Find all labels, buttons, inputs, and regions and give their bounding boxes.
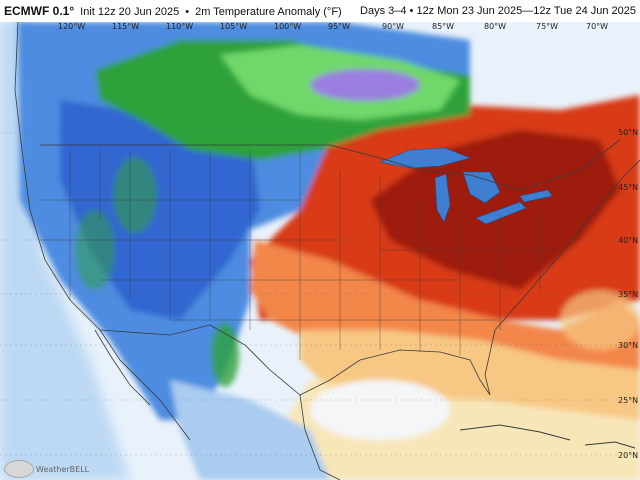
- lon-label: 105°W: [220, 22, 248, 31]
- logo-text: WeatherBELL: [36, 464, 90, 474]
- lat-label: 50°N: [618, 128, 639, 137]
- gulf-coast: [299, 329, 496, 396]
- us-canada-border: [40, 139, 621, 191]
- lat-label: 25°N: [618, 396, 639, 405]
- lake-michigan: [434, 173, 451, 223]
- green-patch-utah: [75, 210, 115, 290]
- east-coast: [494, 159, 640, 331]
- lon-label: 75°W: [536, 22, 559, 31]
- lon-label: 80°W: [484, 22, 507, 31]
- near-normal-gulf-center: [310, 380, 450, 440]
- lake-huron: [462, 171, 501, 204]
- lon-label: 120°W: [58, 22, 86, 31]
- lat-lon-grid: [0, 132, 640, 456]
- lon-label: 70°W: [586, 22, 609, 31]
- valid-time: Days 3–4 • 12z Mon 23 Jun 2025—12z Tue 2…: [360, 5, 636, 17]
- lat-label: 40°N: [618, 236, 639, 245]
- hispaniola: [584, 441, 636, 449]
- lon-label: 110°W: [166, 22, 194, 31]
- lake-ontario: [519, 189, 553, 203]
- model-name: ECMWF 0.1°: [4, 4, 75, 18]
- field-name: 2m Temperature Anomaly (°F): [195, 6, 342, 18]
- lon-label: 100°W: [274, 22, 302, 31]
- great-lakes: [378, 147, 553, 225]
- lat-label: 30°N: [618, 341, 639, 350]
- header-left: ECMWF 0.1° Init 12z 20 Jun 2025 • 2m Tem…: [4, 4, 342, 18]
- west-coastline: [14, 21, 191, 441]
- green-patch-mexico: [211, 323, 239, 387]
- lon-label: 85°W: [432, 22, 455, 31]
- lon-label: 95°W: [328, 22, 351, 31]
- lon-label: 115°W: [112, 22, 140, 31]
- atlantic-mild-warm: [560, 290, 640, 350]
- logo-mark: [4, 460, 34, 478]
- lat-label: 45°N: [618, 183, 639, 192]
- separator-dot: •: [185, 6, 190, 18]
- cuba: [459, 424, 571, 441]
- lat-label: 20°N: [618, 451, 639, 460]
- lake-erie: [475, 201, 527, 225]
- lon-label: 90°W: [382, 22, 405, 31]
- state-lines: [40, 150, 560, 360]
- map-header: ECMWF 0.1° Init 12z 20 Jun 2025 • 2m Tem…: [0, 0, 640, 22]
- us-mexico-border: [99, 324, 301, 396]
- green-patch-rockies: [113, 157, 157, 233]
- weatherbell-logo: WeatherBELL: [4, 460, 89, 478]
- pacific-cool-tint: [0, 20, 130, 480]
- init-time: Init 12z 20 Jun 2025: [80, 6, 180, 18]
- mexico-gulf-coast: [299, 394, 341, 480]
- coldest-purple-core: [310, 69, 420, 101]
- lake-superior: [378, 147, 471, 169]
- borders: [14, 21, 640, 480]
- lat-label: 35°N: [618, 290, 639, 299]
- baja-coast: [94, 329, 151, 406]
